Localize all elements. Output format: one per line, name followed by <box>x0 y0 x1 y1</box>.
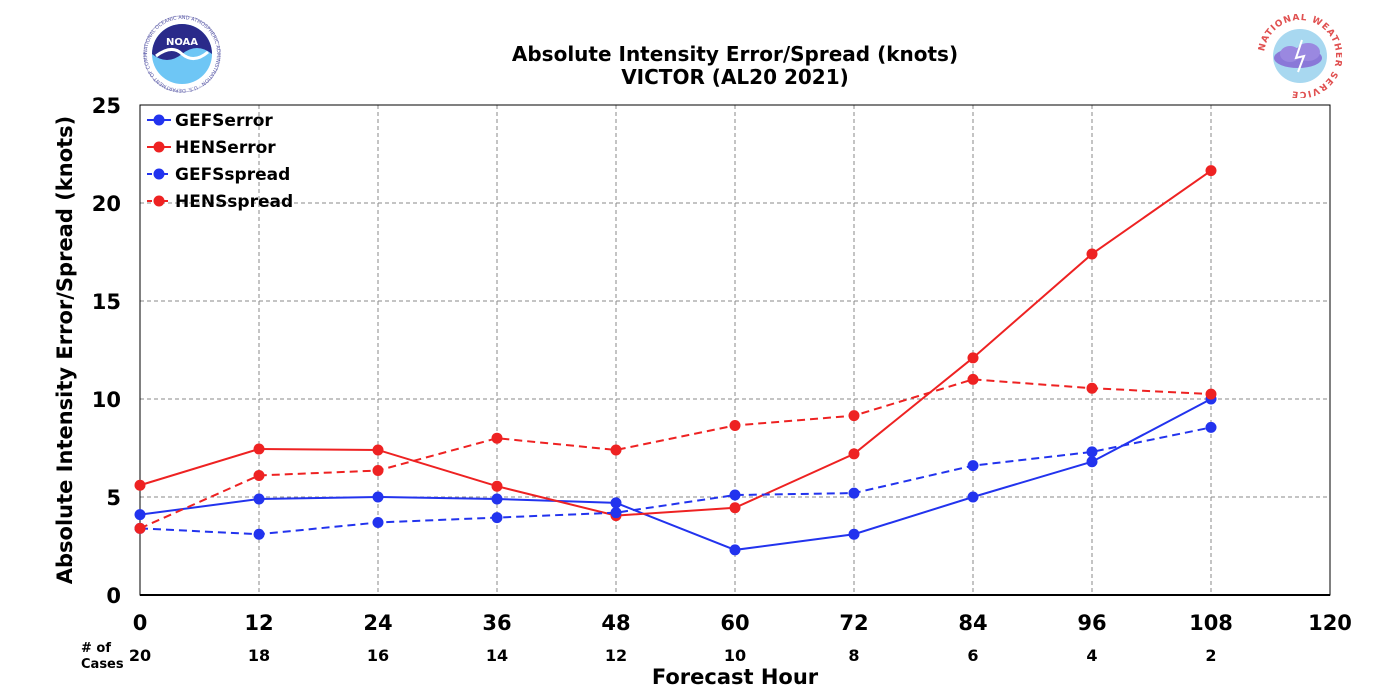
nws-logo: NATIONAL WEATHER SERVICE <box>1258 14 1342 98</box>
data-point <box>1205 388 1217 400</box>
data-point <box>372 516 384 528</box>
case-count: 2 <box>1205 646 1216 665</box>
data-point <box>1086 248 1098 260</box>
data-point <box>134 509 146 521</box>
legend-item: GEFSerror <box>147 111 273 131</box>
x-tick-label: 96 <box>1077 611 1106 635</box>
y-tick-label: 25 <box>92 94 121 118</box>
legend-item: HENSspread <box>147 192 293 212</box>
data-point <box>967 373 979 385</box>
noaa-logo: NATIONAL OCEANIC AND ATMOSPHERIC ADMINIS… <box>142 14 221 93</box>
data-point <box>134 479 146 491</box>
x-axis-label: Forecast Hour <box>652 665 819 689</box>
series-group <box>134 165 1217 556</box>
legend-marker <box>153 114 165 126</box>
series-GEFSspread <box>134 421 1217 540</box>
legend-marker <box>153 141 165 153</box>
data-point <box>1205 165 1217 177</box>
data-point <box>848 528 860 540</box>
case-count: 16 <box>367 646 389 665</box>
case-count: 20 <box>129 646 151 665</box>
data-point <box>253 443 265 455</box>
data-point <box>491 493 503 505</box>
y-tick-label: 10 <box>92 388 121 412</box>
data-point <box>610 507 622 519</box>
data-point <box>967 460 979 472</box>
data-point <box>848 487 860 499</box>
x-tick-label: 60 <box>720 611 749 635</box>
x-tick-label: 48 <box>601 611 630 635</box>
case-count: 10 <box>724 646 746 665</box>
gridlines <box>140 105 1330 595</box>
cases-label: # of Cases <box>81 641 124 672</box>
case-count: 14 <box>486 646 508 665</box>
data-point <box>610 444 622 456</box>
legend-item: GEFSspread <box>147 165 290 185</box>
chart-title: Absolute Intensity Error/Spread (knots) <box>511 42 959 66</box>
noaa-logo-text: NOAA <box>166 37 198 48</box>
x-tick-label: 36 <box>482 611 511 635</box>
legend-marker <box>153 168 165 180</box>
x-tick-labels: 0 12 24 36 48 60 72 84 96 108 120 <box>133 611 1352 635</box>
legend-label: GEFSerror <box>175 111 273 131</box>
data-point <box>134 522 146 534</box>
x-tick-label: 24 <box>363 611 392 635</box>
case-count: 12 <box>605 646 627 665</box>
legend-marker <box>153 195 165 207</box>
data-point <box>729 419 741 431</box>
legend-item: HENSerror <box>147 138 276 158</box>
data-point <box>848 448 860 460</box>
data-point <box>491 512 503 524</box>
x-tick-label: 72 <box>839 611 868 635</box>
x-tick-label: 84 <box>958 611 987 635</box>
x-tick-label: 12 <box>244 611 273 635</box>
series-line <box>139 398 1212 551</box>
series-line <box>139 378 1212 530</box>
case-count: 18 <box>248 646 270 665</box>
y-tick-label: 20 <box>92 192 121 216</box>
case-count: 4 <box>1086 646 1097 665</box>
data-point <box>848 410 860 422</box>
data-point <box>1205 421 1217 433</box>
y-tick-label: 15 <box>92 290 121 314</box>
case-count: 6 <box>967 646 978 665</box>
series-line <box>139 426 1212 536</box>
x-tick-label: 0 <box>133 611 148 635</box>
data-point <box>491 480 503 492</box>
y-axis-label: Absolute Intensity Error/Spread (knots) <box>53 116 77 585</box>
y-tick-label: 5 <box>106 486 121 510</box>
case-count: 8 <box>848 646 859 665</box>
legend-label: HENSspread <box>175 192 293 212</box>
legend: GEFSerror HENSerror GEFSspread HENSspread <box>147 111 293 212</box>
y-tick-label: 0 <box>106 584 121 608</box>
data-point <box>253 528 265 540</box>
case-counts: # of Cases 20 18 16 14 12 10 8 6 4 2 <box>81 641 1217 672</box>
data-point <box>729 502 741 514</box>
data-point <box>372 491 384 503</box>
series-line <box>139 169 1212 517</box>
data-point <box>729 489 741 501</box>
series-HENSspread <box>134 373 1217 534</box>
x-tick-label: 108 <box>1189 611 1233 635</box>
data-point <box>967 491 979 503</box>
data-point <box>253 469 265 481</box>
data-point <box>491 432 503 444</box>
data-point <box>372 444 384 456</box>
data-point <box>610 497 622 509</box>
data-point <box>1086 382 1098 394</box>
x-tick-label: 120 <box>1308 611 1352 635</box>
chart-subtitle: VICTOR (AL20 2021) <box>621 65 849 89</box>
data-point <box>372 465 384 477</box>
data-point <box>967 352 979 364</box>
y-tick-labels: 0 5 10 15 20 25 <box>92 94 121 608</box>
legend-label: HENSerror <box>175 138 276 158</box>
data-point <box>1086 446 1098 458</box>
data-point <box>729 544 741 556</box>
data-point <box>1086 456 1098 468</box>
legend-label: GEFSspread <box>175 165 290 185</box>
data-point <box>253 493 265 505</box>
series-HENSerror <box>134 165 1217 522</box>
